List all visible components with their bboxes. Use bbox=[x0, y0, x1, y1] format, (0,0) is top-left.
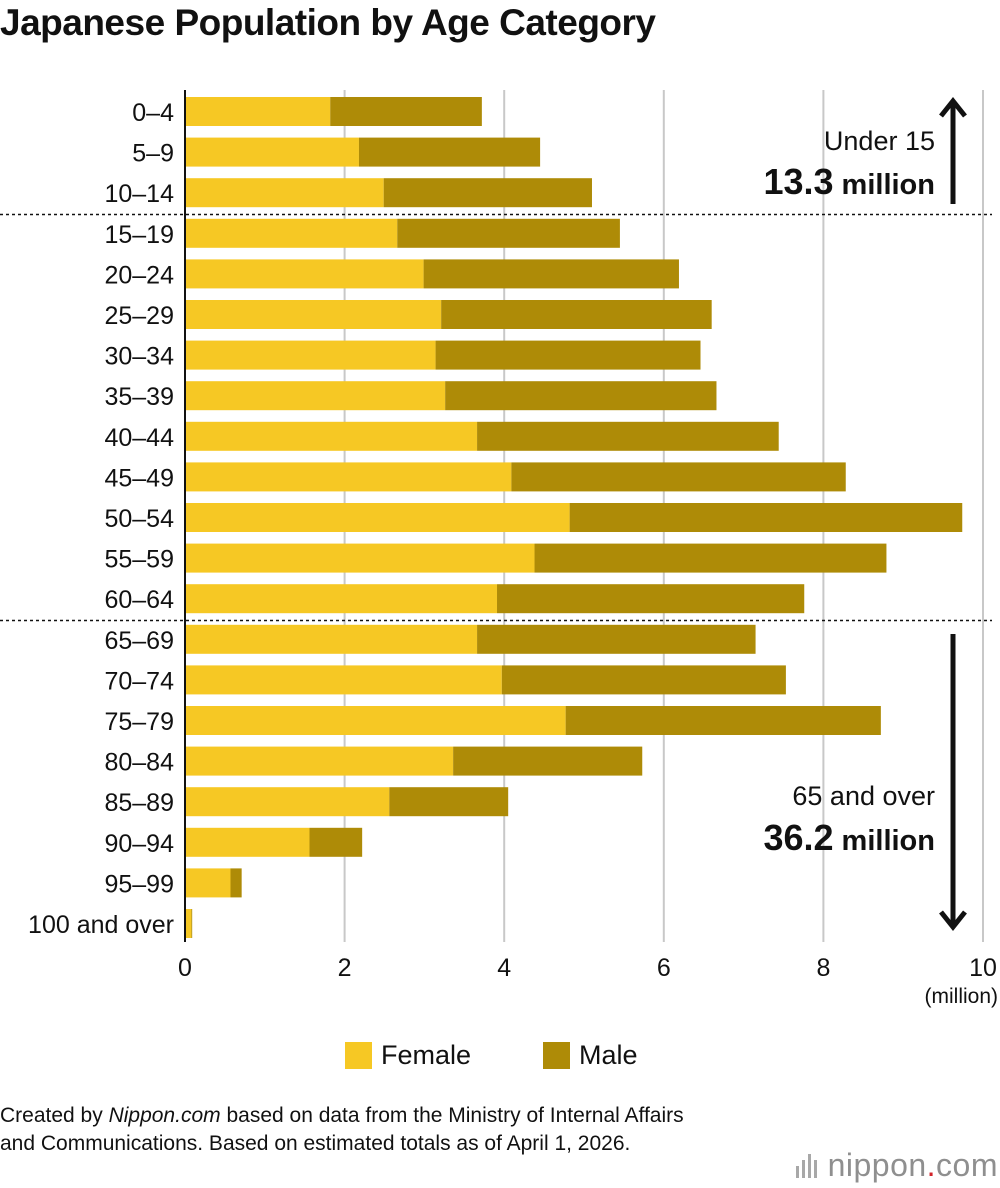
y-tick-label: 10–14 bbox=[104, 180, 174, 208]
bar-female bbox=[185, 340, 436, 370]
x-tick-label: 10 bbox=[969, 954, 997, 982]
over65-label: 65 and over bbox=[792, 781, 935, 811]
bar-female bbox=[185, 827, 310, 857]
bar-male bbox=[445, 381, 717, 411]
y-axis-labels: 0–4 5–9 10–14 15–19 20–24 25–29 30–34 35–39 40–4… bbox=[28, 99, 174, 939]
x-tick-label: 2 bbox=[338, 954, 352, 982]
under15-unit: million bbox=[842, 169, 935, 201]
bar-male bbox=[501, 665, 786, 695]
y-tick-label: 80–84 bbox=[104, 749, 174, 777]
y-tick-label: 5–9 bbox=[132, 140, 174, 168]
bar-male bbox=[441, 300, 712, 329]
y-tick-label: 50–54 bbox=[104, 505, 174, 533]
bar-female bbox=[185, 909, 192, 938]
y-tick-label: 70–74 bbox=[104, 667, 174, 695]
logo-bars-icon bbox=[795, 1153, 820, 1178]
bar-female bbox=[185, 543, 535, 573]
y-tick-label: 100 and over bbox=[28, 911, 174, 939]
y-tick-label: 35–39 bbox=[104, 383, 174, 411]
bar-female bbox=[185, 421, 478, 451]
bar-female bbox=[185, 665, 502, 695]
up-arrow-icon bbox=[939, 96, 967, 204]
y-tick-label: 55–59 bbox=[104, 546, 174, 574]
bar-male bbox=[423, 259, 679, 289]
x-tick-label: 4 bbox=[497, 954, 511, 982]
y-tick-label: 90–94 bbox=[104, 830, 174, 858]
y-tick-label: 40–44 bbox=[104, 424, 174, 452]
y-tick-label: 75–79 bbox=[104, 708, 174, 736]
bar-female bbox=[185, 868, 231, 898]
y-tick-label: 45–49 bbox=[104, 464, 174, 492]
source-note: Created by Nippon.com based on data from… bbox=[0, 1104, 684, 1155]
over65-annotation: 65 and over 36.2 million bbox=[763, 634, 967, 932]
bar-male bbox=[497, 584, 805, 614]
bar-female bbox=[185, 300, 442, 329]
bar-female bbox=[185, 787, 390, 817]
bar-male bbox=[511, 462, 846, 492]
male-swatch bbox=[543, 1042, 571, 1069]
nippon-logo: nippon. com bbox=[795, 1147, 998, 1184]
bar-male bbox=[569, 503, 963, 532]
bar-female bbox=[185, 624, 478, 654]
bar-female bbox=[185, 259, 424, 289]
bar-male bbox=[230, 868, 242, 898]
y-tick-label: 15–19 bbox=[104, 221, 174, 249]
down-arrow-icon bbox=[939, 634, 967, 932]
y-tick-label: 65–69 bbox=[104, 627, 174, 655]
legend: Female Male bbox=[345, 1040, 710, 1071]
legend-item-female: Female bbox=[345, 1040, 471, 1071]
x-axis-unit-label: (million) bbox=[925, 985, 999, 1008]
over65-value: 36.2 bbox=[763, 817, 833, 858]
bar-female bbox=[185, 584, 498, 614]
bar-male bbox=[435, 340, 701, 370]
y-tick-label: 85–89 bbox=[104, 789, 174, 817]
bar-male bbox=[389, 787, 509, 817]
under15-annotation: Under 15 13.3 million bbox=[763, 96, 967, 204]
bar-female bbox=[185, 137, 359, 167]
legend-item-male: Male bbox=[543, 1040, 638, 1071]
source-site: Nippon.com bbox=[108, 1104, 221, 1127]
y-tick-label: 95–99 bbox=[104, 870, 174, 898]
y-tick-label: 30–34 bbox=[104, 343, 174, 371]
bar-female bbox=[185, 746, 454, 776]
y-tick-label: 60–64 bbox=[104, 586, 174, 614]
legend-label-female: Female bbox=[381, 1040, 472, 1070]
y-tick-label: 20–24 bbox=[104, 261, 174, 289]
bar-female bbox=[185, 706, 566, 735]
y-tick-label: 0–4 bbox=[132, 99, 174, 127]
population-bar-chart: 0–4 5–9 10–14 15–19 20–24 25–29 30–34 35–39 40–4… bbox=[0, 90, 999, 1008]
bar-female bbox=[185, 97, 331, 126]
bar-female bbox=[185, 503, 570, 532]
bar-group bbox=[185, 97, 963, 938]
x-tick-label: 0 bbox=[178, 954, 192, 982]
bar-male bbox=[565, 706, 881, 735]
chart-title: Japanese Population by Age Category bbox=[0, 2, 656, 43]
female-swatch bbox=[345, 1042, 372, 1069]
x-tick-label: 6 bbox=[657, 954, 671, 982]
bar-male bbox=[453, 746, 643, 776]
bar-male bbox=[383, 178, 592, 208]
bar-male bbox=[358, 137, 541, 167]
bar-male bbox=[330, 97, 482, 126]
bar-female bbox=[185, 462, 512, 492]
bar-male bbox=[534, 543, 887, 573]
y-tick-label: 25–29 bbox=[104, 302, 174, 330]
bar-male bbox=[477, 624, 756, 654]
under15-label: Under 15 bbox=[824, 126, 935, 156]
bar-male bbox=[397, 218, 620, 248]
under15-value: 13.3 bbox=[763, 161, 833, 202]
bar-male bbox=[309, 827, 363, 857]
bar-female bbox=[185, 218, 398, 248]
bar-female bbox=[185, 178, 384, 208]
x-axis-ticks: 0 2 4 6 8 10 bbox=[178, 954, 997, 982]
bar-female bbox=[185, 381, 446, 411]
bar-male bbox=[191, 909, 193, 938]
x-tick-label: 8 bbox=[816, 954, 830, 982]
over65-unit: million bbox=[842, 825, 935, 857]
bar-male bbox=[477, 421, 779, 451]
legend-label-male: Male bbox=[579, 1040, 638, 1070]
